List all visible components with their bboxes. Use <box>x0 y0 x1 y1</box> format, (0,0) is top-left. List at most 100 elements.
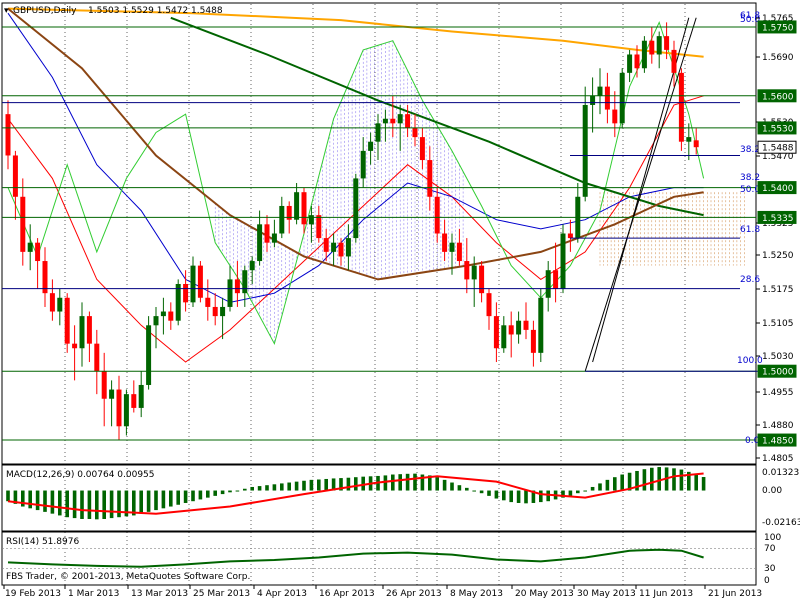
candle-body[interactable] <box>294 192 300 220</box>
candle-body[interactable] <box>419 137 425 161</box>
candle-body[interactable] <box>220 306 226 317</box>
candle-body[interactable] <box>301 192 307 225</box>
candle-body[interactable] <box>353 178 359 239</box>
candle-body[interactable] <box>64 297 70 344</box>
candle-body[interactable] <box>405 114 411 128</box>
candle-body[interactable] <box>5 114 11 156</box>
candle-body[interactable] <box>20 196 26 252</box>
candle-body[interactable] <box>242 270 248 294</box>
candle-body[interactable] <box>382 118 388 124</box>
candle-body[interactable] <box>345 238 351 257</box>
candle-body[interactable] <box>57 297 63 312</box>
macd-bar <box>235 490 240 492</box>
candle-body[interactable] <box>486 293 492 317</box>
candle-body[interactable] <box>190 265 196 303</box>
candle-body[interactable] <box>116 389 122 427</box>
candle-body[interactable] <box>560 233 566 289</box>
candle-body[interactable] <box>101 371 107 399</box>
candle-body[interactable] <box>197 265 203 298</box>
candle-body[interactable] <box>12 155 18 197</box>
candle-body[interactable] <box>567 233 573 239</box>
candle-body[interactable] <box>168 311 174 321</box>
candle-body[interactable] <box>331 242 337 252</box>
candle-body[interactable] <box>257 224 263 262</box>
candle-body[interactable] <box>664 36 670 50</box>
candle-body[interactable] <box>590 95 596 105</box>
candle-body[interactable] <box>160 311 166 317</box>
candle-body[interactable] <box>523 320 529 330</box>
candle-body[interactable] <box>390 118 396 124</box>
candle-body[interactable] <box>183 283 189 303</box>
candle-body[interactable] <box>286 205 292 220</box>
candle-body[interactable] <box>582 104 588 197</box>
candle-body[interactable] <box>612 109 618 124</box>
candle-body[interactable] <box>27 242 33 252</box>
candle-body[interactable] <box>479 265 485 294</box>
trendline[interactable] <box>592 17 690 363</box>
candle-body[interactable] <box>42 261 48 294</box>
candle-body[interactable] <box>279 205 285 234</box>
candle-body[interactable] <box>686 137 692 142</box>
candle-body[interactable] <box>427 160 433 197</box>
candle-body[interactable] <box>338 242 344 257</box>
candle-body[interactable] <box>597 86 603 96</box>
candle-body[interactable] <box>308 215 314 225</box>
candle-body[interactable] <box>72 343 78 349</box>
candle-body[interactable] <box>175 283 181 321</box>
candle-body[interactable] <box>153 316 159 326</box>
candle-body[interactable] <box>323 238 329 252</box>
candle-body[interactable] <box>516 320 522 335</box>
candle-body[interactable] <box>442 233 448 252</box>
candle-body[interactable] <box>604 86 610 110</box>
candle-body[interactable] <box>146 325 152 385</box>
candle-body[interactable] <box>109 389 115 399</box>
candle-body[interactable] <box>530 329 536 353</box>
candle-body[interactable] <box>464 261 470 280</box>
candle-body[interactable] <box>538 297 544 353</box>
candle-body[interactable] <box>94 343 100 372</box>
trendline[interactable] <box>584 17 697 372</box>
candle-body[interactable] <box>456 242 462 262</box>
window-menu-arrow-icon[interactable]: ▾ <box>4 6 9 16</box>
candle-body[interactable] <box>249 261 255 271</box>
candle-body[interactable] <box>641 40 647 69</box>
candle-body[interactable] <box>131 394 137 408</box>
candle-body[interactable] <box>501 325 507 349</box>
candle-body[interactable] <box>619 72 625 124</box>
candle-body[interactable] <box>49 293 55 312</box>
candle-body[interactable] <box>656 36 662 55</box>
candle-body[interactable] <box>79 316 85 349</box>
candle-body[interactable] <box>634 54 640 69</box>
candle-body[interactable] <box>368 141 374 151</box>
candle-body[interactable] <box>545 270 551 298</box>
candle-body[interactable] <box>375 123 381 142</box>
candle-body[interactable] <box>86 316 92 344</box>
candle-body[interactable] <box>508 325 514 335</box>
candle-body[interactable] <box>678 72 684 142</box>
rsi-line-path <box>7 548 704 568</box>
candle-body[interactable] <box>649 40 655 55</box>
candle-body[interactable] <box>493 316 499 349</box>
candle-body[interactable] <box>434 196 440 234</box>
candle-body[interactable] <box>360 150 366 179</box>
candle-body[interactable] <box>271 233 277 243</box>
candle-body[interactable] <box>693 140 699 148</box>
candle-body[interactable] <box>138 384 144 408</box>
candle-body[interactable] <box>212 306 218 317</box>
candle-body[interactable] <box>316 215 322 239</box>
candle-body[interactable] <box>264 224 270 243</box>
candle-body[interactable] <box>227 279 233 307</box>
candlesticks[interactable] <box>5 22 699 441</box>
candle-body[interactable] <box>627 54 633 73</box>
candle-body[interactable] <box>397 114 403 124</box>
candle-body[interactable] <box>234 279 240 294</box>
candle-body[interactable] <box>553 270 559 289</box>
candle-body[interactable] <box>449 242 455 252</box>
candle-body[interactable] <box>35 242 41 262</box>
candle-body[interactable] <box>205 297 211 307</box>
candle-body[interactable] <box>471 265 477 280</box>
candle-body[interactable] <box>412 127 418 138</box>
candle-body[interactable] <box>123 394 129 427</box>
candle-body[interactable] <box>671 49 677 73</box>
